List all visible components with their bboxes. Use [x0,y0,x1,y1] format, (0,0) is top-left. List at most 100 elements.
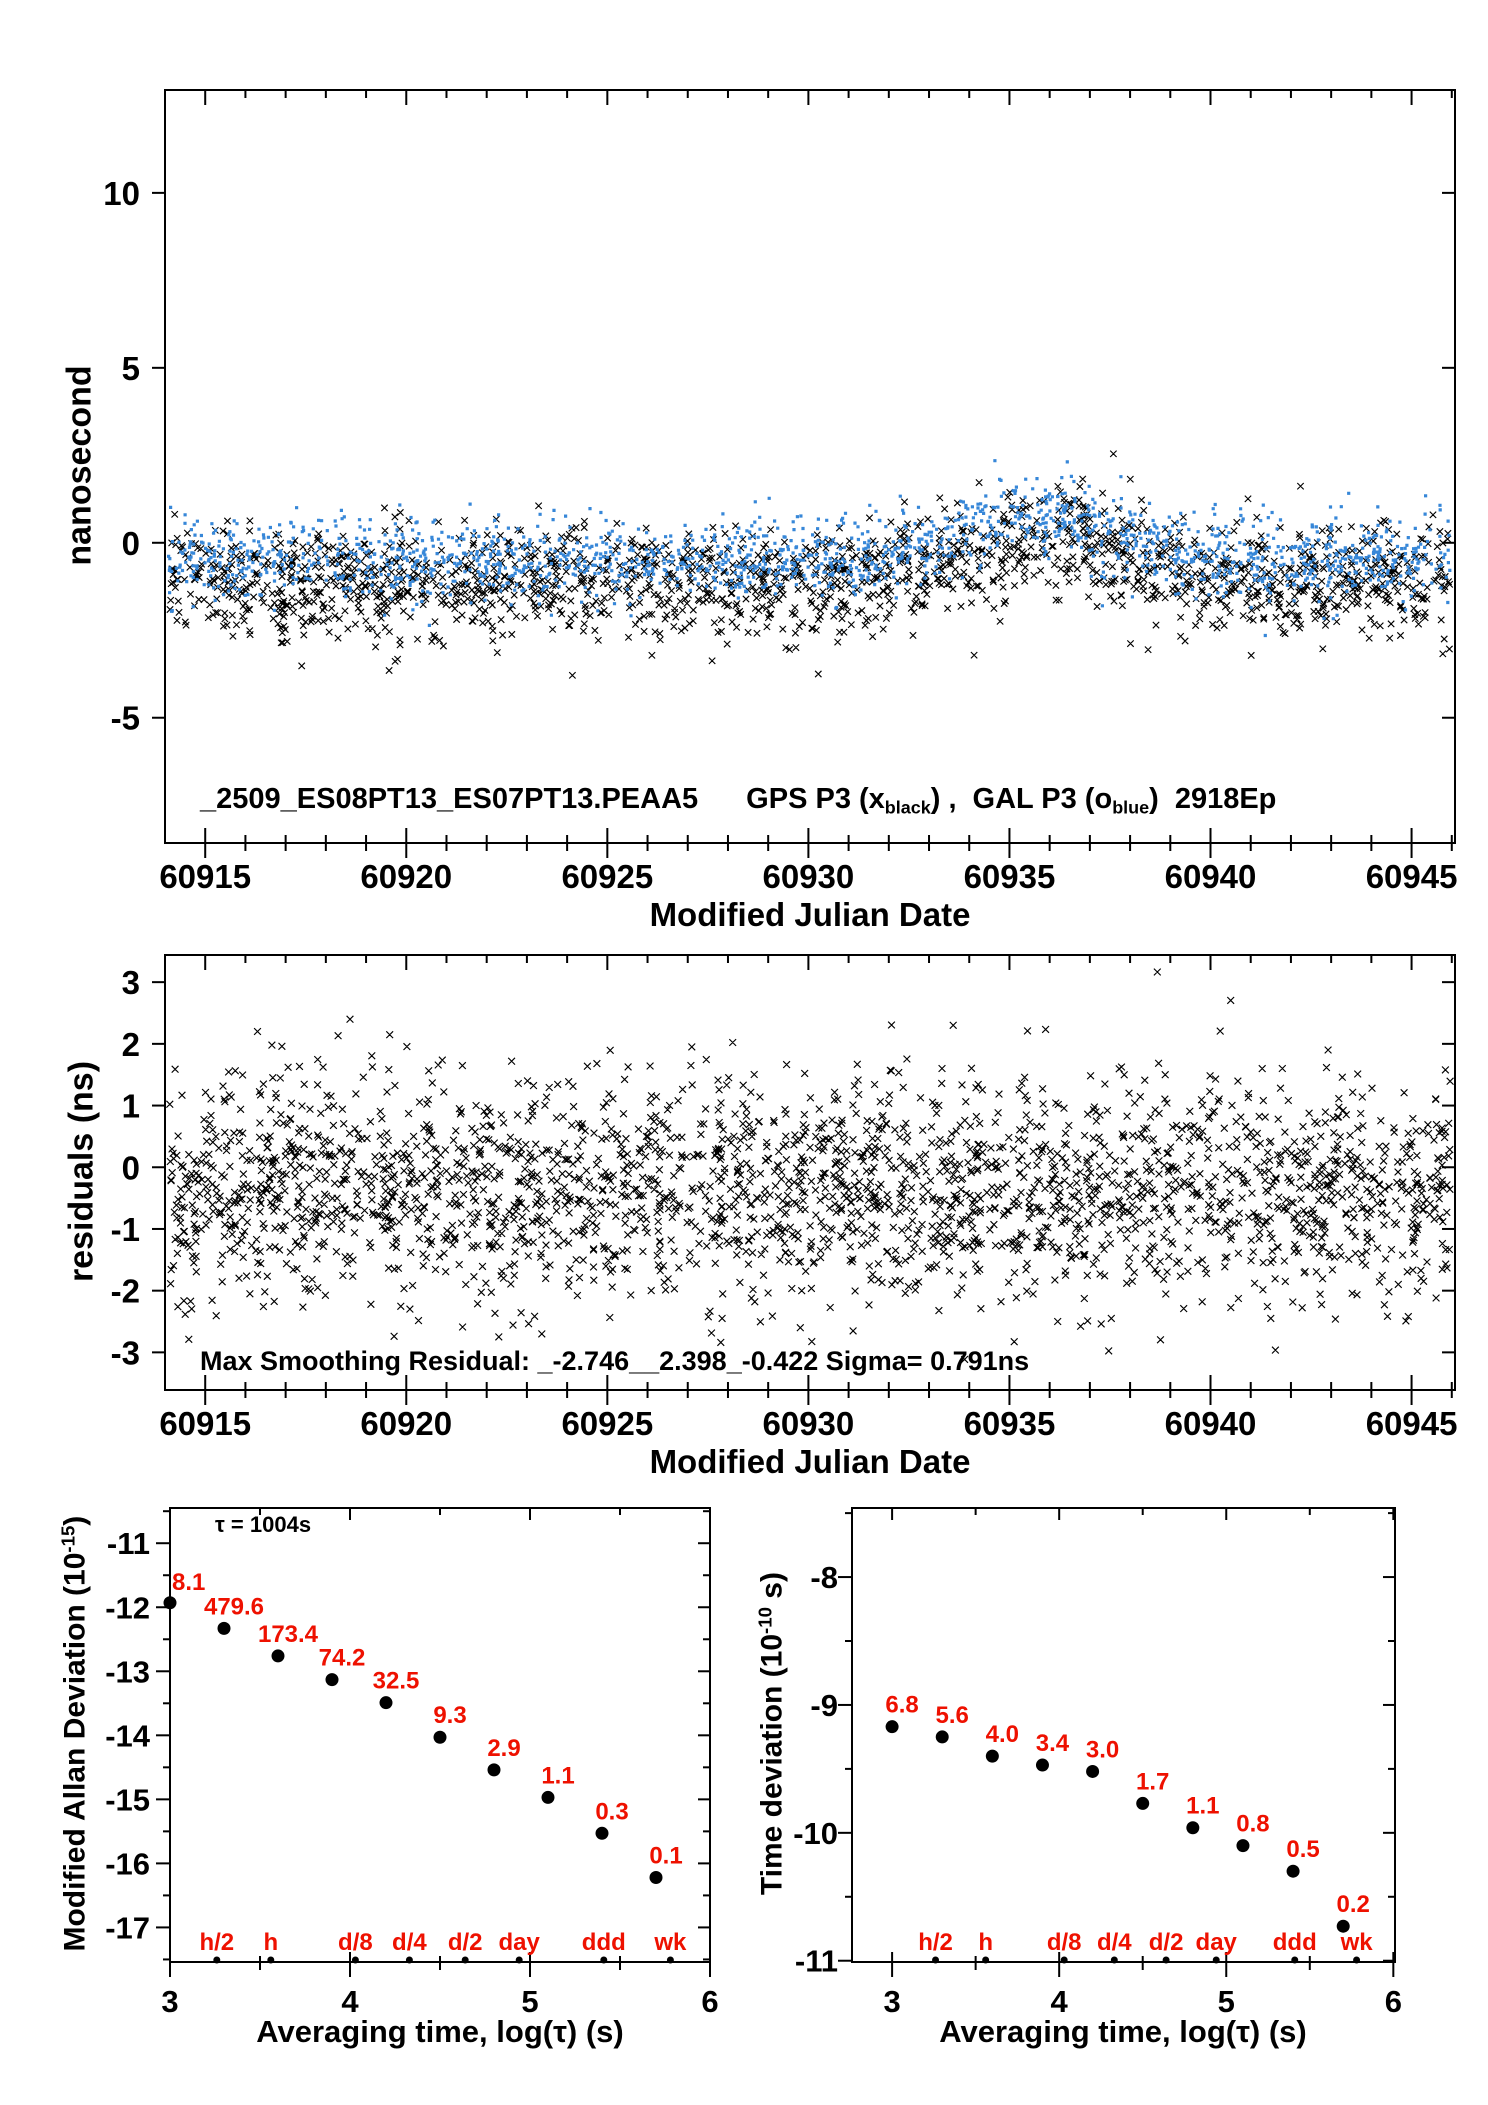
residual-stats-caption: Max Smoothing Residual: _-2.746__2.398_-… [200,1346,1030,1376]
svg-text:2: 2 [122,1026,140,1063]
svg-text:3.4: 3.4 [1036,1730,1070,1757]
svg-text:3: 3 [883,1984,900,2019]
svg-text:3: 3 [122,964,140,1001]
svg-text:wk: wk [653,1929,687,1956]
middle-panel: 60915 60920 60925 60930 60935 60940 60945 3 2 1 0 -… [111,954,1457,1442]
svg-text:6: 6 [1385,1984,1402,2019]
svg-text:60915: 60915 [159,858,251,895]
svg-text:5: 5 [122,350,140,387]
svg-text:d/8: d/8 [338,1929,373,1956]
epoch-count: 2918Ep [1174,783,1277,815]
svg-text:6.8: 6.8 [885,1692,918,1719]
gal-prefix: GAL P3 (o [972,783,1113,815]
svg-text:60915: 60915 [159,1405,251,1442]
svg-text:60935: 60935 [964,1405,1056,1442]
svg-text:d/8: d/8 [1047,1929,1082,1956]
dataset-filename: _2509_ES08PT13_ES07PT13.PEAA5 [200,783,699,815]
svg-text:0: 0 [122,1149,140,1186]
svg-text:1.1: 1.1 [1186,1793,1219,1820]
middle-panel-ylabel: residuals (ns) [62,1060,101,1283]
tdev-ylabel: Time deviation (10-10 s) [754,1492,789,1976]
svg-text:0.3: 0.3 [595,1798,628,1825]
svg-text:0.1: 0.1 [649,1842,682,1869]
svg-text:1.7: 1.7 [1136,1768,1169,1795]
svg-text:74.2: 74.2 [319,1645,366,1672]
tdev-panel: 3 4 5 6 -8 -9 -10 -11 h/2 h d/8 d/4 d/2 day ddd wk 6.8 5.… [793,1507,1402,2019]
top-caption: _2509_ES08PT13_ES07PT13.PEAA5 GPS P3 (xbl… [200,783,1276,818]
svg-text:1.1: 1.1 [541,1762,574,1789]
mdev-panel: 3 4 5 6 -11 -12 -13 -14 -15 -16 -17 h/2 h d/8 d/4 d/2 da… [105,1507,719,2019]
svg-text:60925: 60925 [561,858,653,895]
middle-panel-xlabel: Modified Julian Date [649,1443,971,1480]
svg-text:day: day [1196,1929,1238,1956]
svg-text:-11: -11 [107,1526,150,1561]
svg-text:60930: 60930 [763,1405,855,1442]
svg-text:60945: 60945 [1366,858,1458,895]
svg-text:-12: -12 [105,1590,150,1625]
svg-text:9.3: 9.3 [433,1702,466,1729]
svg-text:2.9: 2.9 [487,1735,520,1762]
tau-annotation: τ = 1004s [215,1512,312,1537]
tdev-ylabel-suffix: s) [755,1572,789,1608]
mdev-ylabel: Modified Allan Deviation (10-15) [57,1492,92,1976]
svg-text:h/2: h/2 [199,1929,234,1956]
svg-text:0.5: 0.5 [1286,1836,1319,1863]
svg-text:-14: -14 [105,1718,151,1753]
svg-text:d/2: d/2 [448,1929,483,1956]
top-panel: 60915 60920 60925 60930 60935 60940 60945 10 5 0 -… [103,89,1458,895]
gps-series-label: GPS P3 (xblack) , [746,783,957,818]
svg-text:-9: -9 [810,1688,838,1723]
svg-text:-1: -1 [111,1211,140,1248]
svg-text:60925: 60925 [561,1405,653,1442]
gal-series-label: GAL P3 (oblue) [972,783,1159,818]
gps-prefix: GPS P3 (x [746,783,885,815]
svg-text:32.5: 32.5 [373,1668,420,1695]
gal-close-paren: ) [1149,783,1159,815]
svg-text:4: 4 [341,1984,359,2019]
svg-text:1: 1 [122,1088,140,1125]
svg-text:479.6: 479.6 [204,1593,264,1620]
svg-text:-3: -3 [111,1334,140,1371]
svg-text:0.8: 0.8 [1236,1811,1269,1838]
svg-text:-17: -17 [105,1910,150,1945]
svg-text:173.4: 173.4 [258,1621,319,1648]
svg-text:-13: -13 [105,1654,150,1689]
svg-text:60935: 60935 [964,858,1056,895]
svg-text:-8: -8 [810,1560,838,1595]
svg-text:ddd: ddd [582,1929,626,1956]
svg-text:3.0: 3.0 [1086,1736,1119,1763]
series-separator: ) , [930,783,957,815]
svg-text:d/2: d/2 [1149,1929,1184,1956]
svg-text:-5: -5 [111,700,140,737]
mdev-xlabel: Averaging time, log(τ) (s) [256,2014,624,2049]
top-panel-ylabel: nanosecond [60,365,99,566]
svg-text:60920: 60920 [360,858,452,895]
svg-text:day: day [499,1929,541,1956]
svg-text:-2: -2 [111,1273,140,1310]
svg-text:5: 5 [521,1984,538,2019]
svg-text:3: 3 [161,1984,178,2019]
svg-text:-15: -15 [105,1782,150,1817]
tdev-ylabel-prefix: Time deviation (10 [755,1633,789,1896]
svg-text:-10: -10 [793,1816,838,1851]
svg-text:d/4: d/4 [1097,1929,1132,1956]
svg-text:-11: -11 [795,1944,838,1979]
svg-text:60930: 60930 [763,858,855,895]
gps-subscript: black [884,797,931,818]
svg-text:h: h [978,1929,993,1956]
svg-text:-16: -16 [105,1846,150,1881]
svg-text:60920: 60920 [360,1405,452,1442]
svg-text:5: 5 [1218,1984,1235,2019]
svg-text:0.2: 0.2 [1337,1891,1370,1918]
mdev-ylabel-exponent: -15 [57,1525,79,1553]
gal-subscript: blue [1112,797,1150,818]
svg-text:d/4: d/4 [392,1929,427,1956]
tdev-xlabel: Averaging time, log(τ) (s) [939,2014,1307,2049]
svg-text:h: h [263,1929,278,1956]
svg-text:4: 4 [1051,1984,1069,2019]
mdev-ylabel-suffix: ) [58,1515,92,1526]
mdev-ylabel-prefix: Modified Allan Deviation (10 [58,1552,92,1952]
svg-text:60940: 60940 [1165,858,1257,895]
